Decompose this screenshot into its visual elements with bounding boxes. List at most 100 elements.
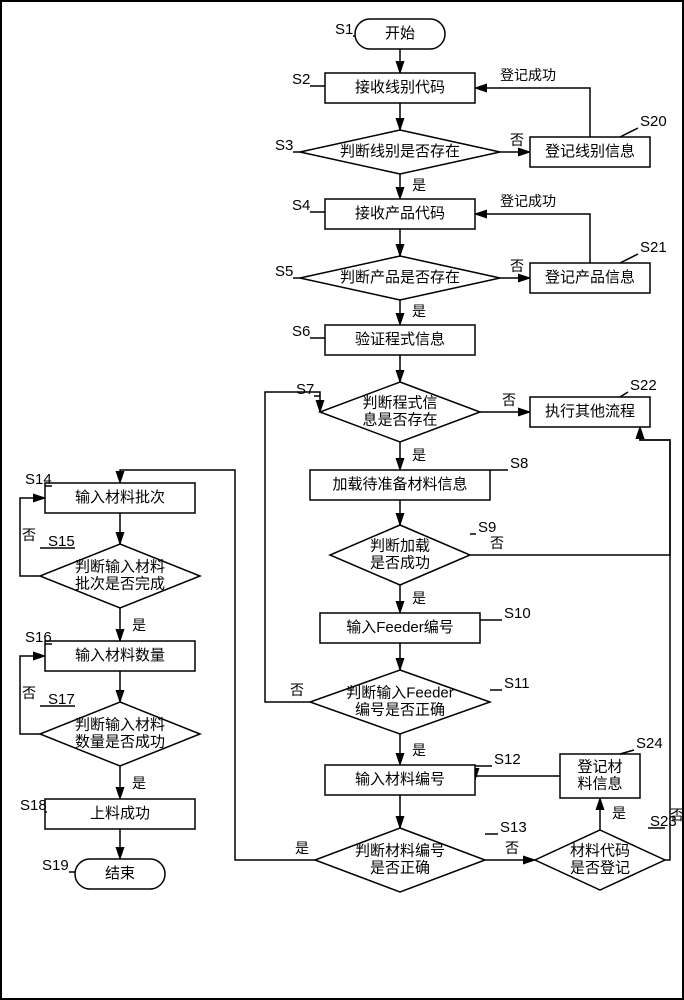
node-S20: 登记线别信息 — [530, 137, 650, 167]
node-text: 输入材料编号 — [355, 771, 445, 788]
node-text: 判断程式信 — [362, 394, 437, 411]
node-S19: 结束 — [75, 859, 165, 889]
node-text: 登记材 — [577, 758, 622, 775]
edge-label: 是 — [132, 775, 146, 791]
edge-label: 是 — [132, 617, 146, 633]
step-id-label: S19 — [42, 857, 69, 874]
node-text: 登记线别信息 — [545, 143, 635, 160]
nodes-layer: 开始接收线别代码判断线别是否存在接收产品代码判断产品是否存在验证程式信息判断程式… — [40, 19, 665, 892]
node-S15: 判断输入材料批次是否完成 — [40, 544, 200, 608]
edge-label: 否 — [490, 535, 504, 551]
edge — [475, 776, 560, 780]
edge-label: 是 — [412, 303, 426, 319]
node-S6: 验证程式信息 — [325, 325, 475, 355]
node-S5: 判断产品是否存在 — [300, 256, 500, 300]
node-S16: 输入材料数量 — [45, 641, 195, 671]
step-id-label: S13 — [500, 819, 527, 836]
node-text: 结束 — [105, 865, 135, 882]
node-S22: 执行其他流程 — [530, 397, 650, 427]
step-id-label: S1 — [335, 21, 353, 38]
step-id-label: S9 — [478, 519, 496, 536]
node-text: 判断输入材料 — [75, 716, 165, 733]
node-S24: 登记材料信息 — [560, 754, 640, 798]
step-id-label: S10 — [504, 605, 531, 622]
edge — [640, 427, 670, 860]
step-id-label: S5 — [275, 263, 293, 280]
edge-label: 是 — [412, 742, 426, 758]
node-S9: 判断加载是否成功 — [330, 525, 470, 585]
step-id-label: S6 — [292, 323, 310, 340]
node-text: 料信息 — [577, 775, 622, 792]
node-S12: 输入材料编号 — [325, 765, 475, 795]
edge-label: 否 — [22, 527, 36, 543]
node-text: 判断加载 — [370, 537, 430, 554]
node-text: 输入Feeder编号 — [346, 619, 454, 636]
node-text: 是否登记 — [570, 859, 630, 876]
node-S11: 判断输入Feeder编号是否正确 — [310, 670, 490, 734]
step-id-label: S2 — [292, 71, 310, 88]
node-S13: 判断材料编号是否正确 — [315, 828, 485, 892]
node-text: 数量是否成功 — [75, 733, 165, 750]
node-text: 执行其他流程 — [545, 403, 635, 420]
edge — [265, 392, 320, 702]
node-text: 判断输入材料 — [75, 558, 165, 575]
node-text: 息是否存在 — [362, 411, 437, 428]
edge-label: 否 — [22, 685, 36, 701]
node-S23: 材料代码是否登记 — [535, 830, 665, 890]
node-S10: 输入Feeder编号 — [320, 613, 480, 643]
node-text: 判断产品是否存在 — [340, 269, 460, 286]
step-id-label: S22 — [630, 377, 657, 394]
node-text: 上料成功 — [90, 805, 150, 822]
node-text: 加载待准备材料信息 — [332, 476, 467, 493]
node-S7: 判断程式信息是否存在 — [320, 382, 480, 442]
node-S17: 判断输入材料数量是否成功 — [40, 702, 200, 766]
step-id-label: S20 — [640, 113, 667, 130]
edge-label: 否 — [505, 840, 519, 856]
node-text: 开始 — [385, 25, 415, 42]
step-id-label: S21 — [640, 239, 667, 256]
step-id-label: S12 — [494, 751, 521, 768]
node-text: 判断线别是否存在 — [340, 143, 460, 160]
node-text: 判断输入Feeder — [346, 684, 454, 701]
edge-label: 是 — [612, 805, 626, 821]
edge-label: 是 — [412, 447, 426, 463]
node-text: 判断材料编号 — [355, 842, 445, 859]
step-id-label: S11 — [504, 675, 530, 692]
node-text: 批次是否完成 — [75, 575, 165, 592]
flowchart-canvas: 是是是是是否登记成功否登记成功否否否是否是否是是否否开始接收线别代码判断线别是否… — [0, 0, 684, 1000]
edge-label: 否 — [510, 132, 524, 148]
node-text: 输入材料数量 — [75, 647, 165, 664]
node-text: 编号是否正确 — [355, 701, 445, 718]
node-S18: 上料成功 — [45, 799, 195, 829]
node-text: 验证程式信息 — [355, 331, 445, 348]
edge-label: 否 — [290, 682, 304, 698]
edge-label: 否 — [502, 392, 516, 408]
node-text: 接收线别代码 — [355, 79, 445, 96]
edge — [475, 88, 590, 137]
node-S21: 登记产品信息 — [530, 263, 650, 293]
step-id-label: S24 — [636, 735, 663, 752]
node-S1: 开始 — [355, 19, 445, 49]
step-id-label: S18 — [20, 797, 47, 814]
node-S8: 加载待准备材料信息 — [310, 470, 490, 500]
node-text: 输入材料批次 — [75, 489, 165, 506]
edge-label: 是 — [412, 590, 426, 606]
edge-label: 是 — [295, 840, 309, 856]
node-text: 是否成功 — [370, 554, 430, 571]
step-id-label: S3 — [275, 137, 293, 154]
edge-label: 是 — [412, 177, 426, 193]
node-text: 材料代码 — [570, 842, 630, 859]
step-id-label: S4 — [292, 197, 310, 214]
edge-label: 否 — [510, 258, 524, 274]
node-S2: 接收线别代码 — [325, 73, 475, 103]
node-text: 是否正确 — [370, 859, 430, 876]
node-S4: 接收产品代码 — [325, 199, 475, 229]
edge — [475, 214, 590, 263]
edge-label: 登记成功 — [500, 193, 556, 209]
step-id-label: S7 — [296, 381, 314, 398]
node-S3: 判断线别是否存在 — [300, 130, 500, 174]
step-id-label: S8 — [510, 455, 528, 472]
node-S14: 输入材料批次 — [45, 483, 195, 513]
edge-label: 登记成功 — [500, 67, 556, 83]
node-text: 登记产品信息 — [545, 269, 635, 286]
